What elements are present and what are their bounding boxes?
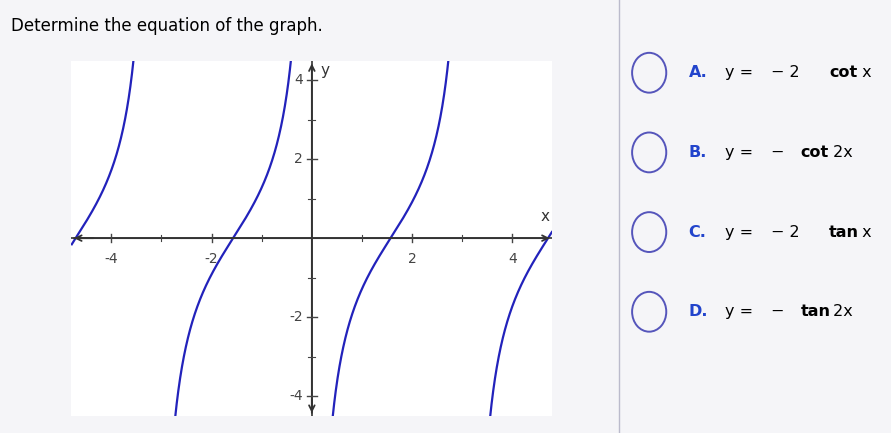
Text: cot: cot [800,145,829,160]
Text: -4: -4 [104,252,119,266]
Text: 4: 4 [294,73,303,87]
Text: x: x [541,209,550,224]
Text: x: x [857,225,871,239]
Text: Determine the equation of the graph.: Determine the equation of the graph. [11,17,323,36]
Text: 2x: 2x [828,304,853,319]
Text: -2: -2 [290,310,303,324]
Text: -2: -2 [205,252,218,266]
Text: -4: -4 [290,389,303,403]
Text: y =: y = [725,304,758,319]
Text: cot: cot [830,65,857,80]
Text: −: − [772,304,790,319]
Text: y: y [321,63,330,78]
Text: − 2: − 2 [772,65,805,80]
Text: tan: tan [800,304,830,319]
Text: 2: 2 [294,152,303,166]
Text: D.: D. [689,304,708,319]
Text: B.: B. [689,145,707,160]
Text: tan: tan [830,225,859,239]
Text: − 2: − 2 [772,225,805,239]
Text: C.: C. [689,225,707,239]
Text: −: − [772,145,790,160]
Text: A.: A. [689,65,707,80]
Text: 2: 2 [408,252,416,266]
Text: x: x [857,65,871,80]
Text: 2x: 2x [828,145,853,160]
Text: y =: y = [725,65,758,80]
Text: y =: y = [725,145,758,160]
Text: y =: y = [725,225,758,239]
Text: 4: 4 [508,252,517,266]
